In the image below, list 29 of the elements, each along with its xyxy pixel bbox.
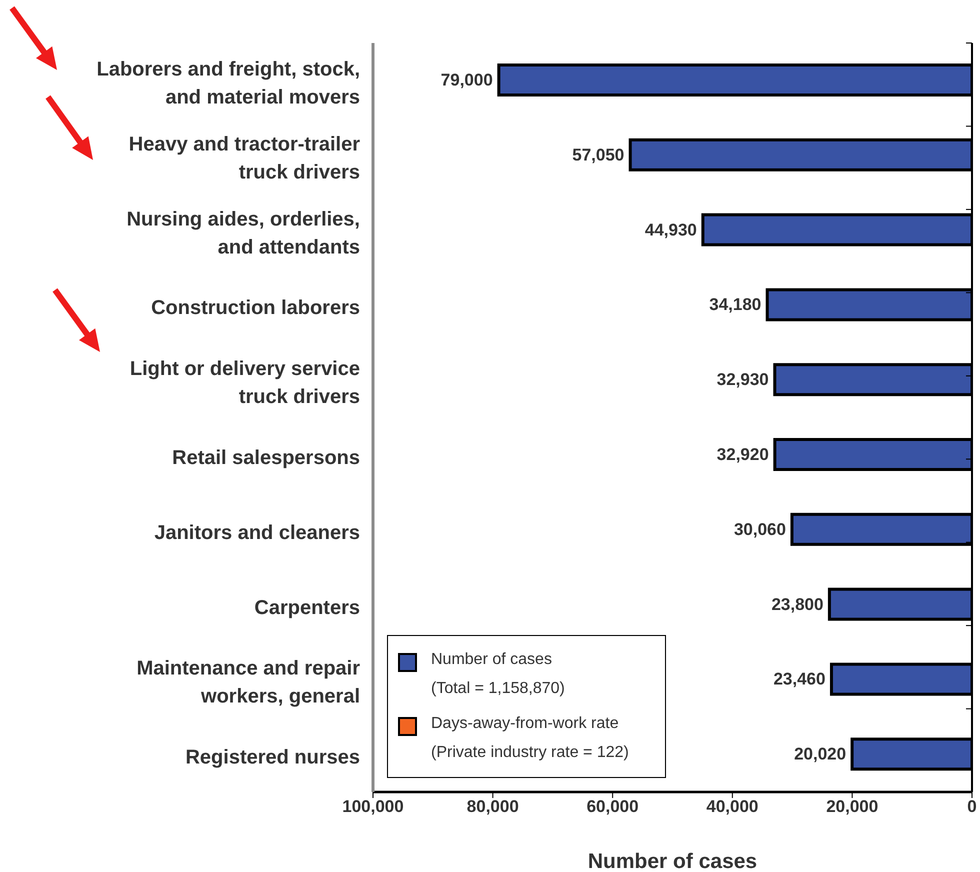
y-tick-label: Carpenters [254, 596, 360, 619]
y-tick-label: Laborers and freight, stock, and material movers [96, 58, 360, 108]
data-label: 23,800 [771, 594, 824, 614]
legend-label: Number of cases (Total = 1,158,870) [431, 650, 565, 699]
data-label: 44,930 [644, 220, 697, 240]
y-tick-label: Maintenance and repair workers, general [136, 658, 360, 708]
y-tick-label: Janitors and cleaners [154, 522, 360, 544]
legend-label: Days-away-from-work rate (Private industry rate = 122) [431, 714, 629, 763]
y-tick-label: Heavy and tractor-trailer truck drivers [128, 133, 360, 184]
data-label: 23,460 [773, 670, 826, 689]
data-label: 34,180 [709, 295, 762, 314]
y-tick-label: Retail salespersons [172, 446, 360, 469]
data-label: 30,060 [734, 520, 786, 539]
x-tick-label: 20,000 [826, 797, 878, 816]
data-label: 20,020 [794, 744, 846, 764]
x-tick-label: 80,000 [466, 797, 519, 816]
data-label: 32,920 [716, 445, 769, 464]
data-label: 32,930 [716, 370, 769, 390]
x-axis-title: Number of cases [588, 850, 758, 872]
y-tick-label: Light or delivery service truck drivers [130, 358, 360, 408]
x-tick-label: 40,000 [706, 797, 758, 816]
data-label: 79,000 [440, 70, 493, 90]
y-tick-label: Construction laborers [151, 297, 360, 320]
y-tick-label: Nursing aides, orderlies, and attendants [126, 208, 360, 258]
y-tick-label: Registered nurses [185, 746, 360, 769]
x-tick-label: 60,000 [586, 797, 639, 816]
x-tick-label: 100,000 [342, 797, 404, 816]
data-label: 57,050 [572, 145, 624, 164]
x-tick-label: 0 [967, 797, 977, 816]
